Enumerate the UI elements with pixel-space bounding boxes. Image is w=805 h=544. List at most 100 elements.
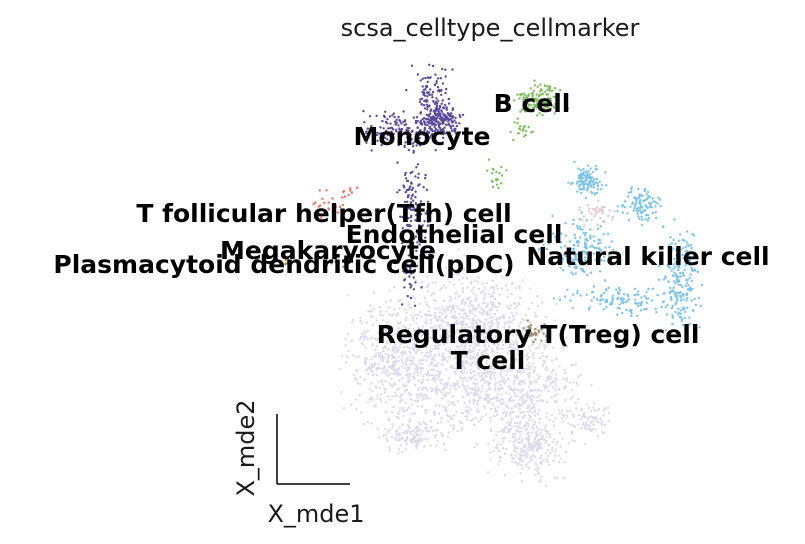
data-point bbox=[404, 389, 407, 392]
data-point bbox=[525, 325, 528, 328]
data-point bbox=[644, 218, 647, 221]
data-point bbox=[538, 417, 542, 420]
data-point bbox=[498, 455, 502, 458]
data-point bbox=[345, 361, 348, 364]
data-point bbox=[384, 300, 388, 304]
data-point bbox=[517, 131, 520, 135]
data-point bbox=[519, 110, 522, 113]
data-point bbox=[554, 388, 557, 391]
data-point bbox=[473, 349, 476, 352]
data-point bbox=[398, 307, 401, 310]
data-point bbox=[530, 394, 534, 398]
data-point bbox=[499, 373, 503, 377]
data-point bbox=[467, 332, 470, 335]
data-point bbox=[432, 368, 435, 372]
data-point bbox=[320, 216, 323, 219]
data-point bbox=[527, 466, 531, 470]
data-point bbox=[400, 393, 403, 396]
data-point bbox=[528, 99, 531, 102]
data-point bbox=[379, 357, 383, 360]
data-point bbox=[338, 205, 342, 209]
data-point bbox=[398, 338, 402, 342]
data-point bbox=[473, 374, 476, 377]
data-point bbox=[362, 422, 366, 426]
data-point bbox=[429, 353, 432, 357]
data-point bbox=[440, 109, 443, 112]
data-point bbox=[526, 411, 529, 414]
data-point bbox=[545, 401, 549, 404]
data-point bbox=[686, 296, 689, 300]
data-point bbox=[397, 124, 400, 127]
data-point bbox=[512, 449, 515, 452]
data-point bbox=[536, 412, 540, 416]
data-point bbox=[437, 412, 441, 415]
data-point bbox=[678, 280, 681, 283]
data-point bbox=[431, 281, 434, 284]
data-point bbox=[518, 286, 521, 290]
data-point bbox=[526, 373, 530, 376]
data-point bbox=[426, 95, 429, 98]
data-point bbox=[401, 361, 404, 364]
data-point bbox=[419, 434, 422, 437]
data-point bbox=[476, 323, 480, 326]
data-point bbox=[535, 106, 538, 109]
cluster-label-megakaryocyte: Megakaryocyte bbox=[220, 236, 436, 265]
data-point bbox=[517, 350, 521, 354]
data-point bbox=[690, 268, 693, 271]
data-point bbox=[573, 440, 577, 443]
data-point bbox=[434, 120, 437, 123]
data-point bbox=[473, 279, 477, 282]
data-point bbox=[393, 391, 397, 394]
data-point bbox=[460, 316, 463, 319]
data-point bbox=[566, 107, 570, 110]
data-point bbox=[415, 368, 419, 371]
data-point bbox=[409, 351, 412, 355]
data-point bbox=[452, 382, 455, 386]
data-point bbox=[591, 416, 594, 419]
data-point bbox=[533, 84, 537, 87]
data-point bbox=[537, 247, 541, 251]
data-point bbox=[677, 307, 680, 311]
data-point bbox=[587, 424, 590, 427]
data-point bbox=[491, 403, 494, 407]
data-point bbox=[454, 132, 458, 135]
data-point bbox=[446, 415, 450, 418]
data-point bbox=[598, 209, 601, 212]
data-point bbox=[379, 126, 382, 129]
data-point bbox=[425, 318, 428, 322]
data-point bbox=[546, 430, 549, 433]
data-point bbox=[445, 306, 448, 309]
data-point bbox=[583, 246, 587, 249]
data-point bbox=[489, 317, 492, 320]
data-point bbox=[369, 369, 373, 372]
data-point bbox=[474, 416, 477, 420]
data-point bbox=[671, 314, 674, 317]
data-point bbox=[552, 346, 555, 349]
data-point bbox=[440, 116, 443, 119]
data-point bbox=[529, 382, 533, 385]
data-point bbox=[647, 214, 650, 217]
data-point bbox=[388, 325, 392, 328]
data-point bbox=[377, 337, 381, 341]
data-point bbox=[456, 322, 459, 325]
data-point bbox=[564, 251, 567, 255]
data-point bbox=[508, 440, 512, 443]
cluster-label-t-cell: T cell bbox=[451, 346, 526, 375]
data-point bbox=[527, 431, 530, 434]
data-point bbox=[479, 417, 482, 420]
data-point bbox=[428, 136, 432, 139]
data-point bbox=[415, 144, 418, 147]
data-point bbox=[478, 329, 481, 332]
data-point bbox=[512, 382, 516, 385]
data-point bbox=[530, 301, 534, 304]
data-point bbox=[521, 403, 524, 407]
data-point bbox=[411, 208, 415, 212]
data-point bbox=[379, 313, 382, 316]
data-point bbox=[565, 417, 568, 420]
data-point bbox=[503, 382, 507, 385]
data-point bbox=[510, 407, 514, 410]
data-point bbox=[525, 452, 529, 455]
data-point bbox=[685, 282, 689, 285]
data-point bbox=[455, 410, 458, 414]
data-point bbox=[470, 391, 473, 394]
